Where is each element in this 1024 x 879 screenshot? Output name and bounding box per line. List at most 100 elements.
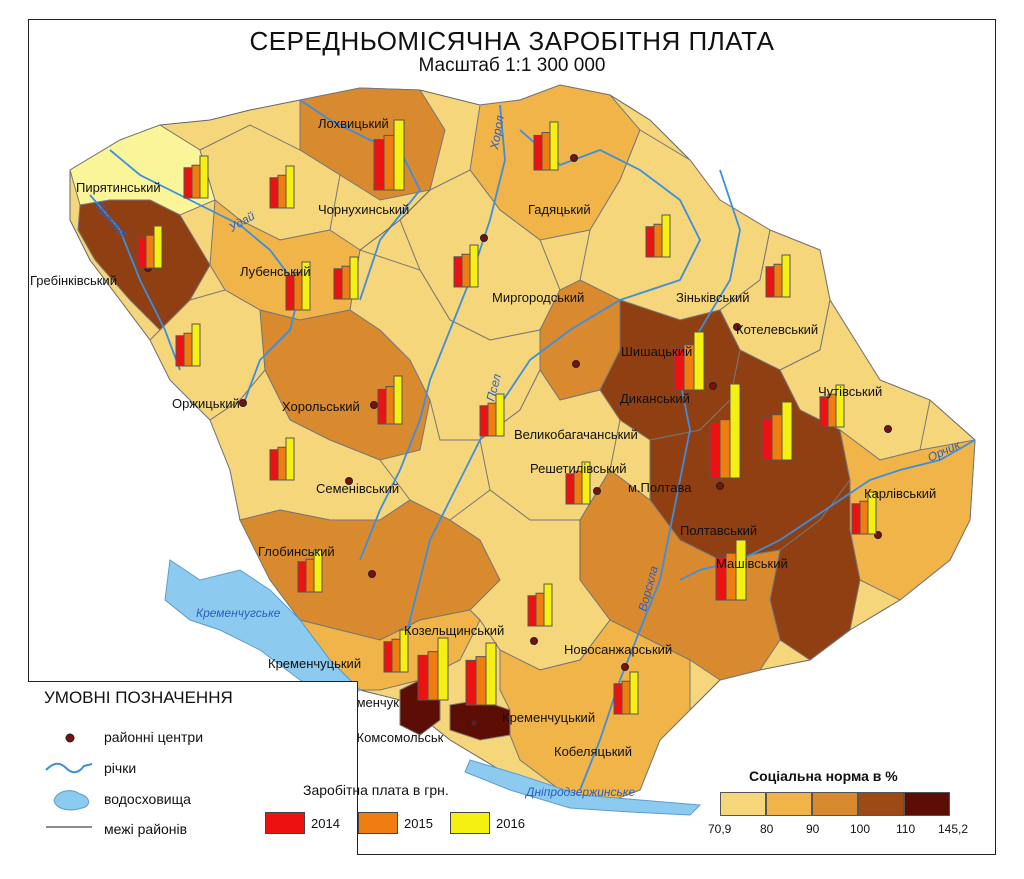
district-labels-layer: Пирятинський Лохвицький Чорнухинський Гр…	[30, 116, 936, 759]
salary-bar-2015	[145, 234, 155, 269]
label-myrhorod: Миргородський	[492, 290, 584, 305]
salary-bar-2014	[465, 659, 477, 706]
salary-bar-2016	[469, 244, 479, 288]
map-title: СЕРЕДНЬОМІСЯЧНА ЗАРОБІТНЯ ПЛАТА	[249, 26, 775, 56]
river-udai	[109, 149, 301, 401]
label-velbahachka: Великобагачанський	[514, 427, 638, 442]
salary-bar-group	[673, 331, 705, 391]
center-dot	[593, 487, 601, 495]
norm-swatch-4	[858, 792, 904, 816]
salary-bar-2015	[385, 386, 395, 425]
salary-bar-2015	[541, 132, 551, 171]
district-kobeliaky	[499, 619, 691, 806]
label-poltava-city: м.Полтава	[628, 480, 692, 495]
salary-bar-2015	[573, 470, 583, 505]
salary-bar-2014	[527, 595, 537, 627]
legend-reservoirs: водосховища	[104, 791, 191, 807]
salary-bar-group	[269, 437, 295, 481]
river-icon	[45, 762, 93, 774]
salary-bar-2014	[269, 449, 279, 481]
label-karlivka: Карлівський	[864, 486, 936, 501]
center-dot	[239, 399, 247, 407]
label-poltava-raion: Полтавський	[680, 523, 757, 538]
salary-bar-2014	[709, 422, 721, 479]
river-psel	[399, 129, 702, 661]
label-kozelshchyna: Козельщинський	[404, 623, 504, 638]
salary-bar-2016	[661, 214, 671, 258]
center-dot	[570, 154, 578, 162]
label-chornukhy: Чорнухинський	[318, 202, 409, 217]
center-dot	[572, 360, 580, 368]
salary-bar-group	[297, 549, 323, 593]
salary-bar-group	[765, 254, 791, 298]
salary-bar-group	[533, 121, 559, 171]
salary-bar-group	[819, 384, 845, 428]
salary-bar-2014	[269, 177, 279, 209]
salary-bar-2015	[427, 651, 439, 701]
label-komsomolsk: м.Комсомольськ	[344, 730, 444, 745]
salary-bar-2015	[535, 592, 545, 627]
salary-bar-2016	[735, 539, 747, 601]
legend-centers: районні центри	[104, 729, 204, 745]
salary-legend-title: Заробітна плата в грн.	[303, 782, 449, 798]
salary-bar-2016	[581, 461, 591, 505]
label-reservoir-dniprodzerzhynsk: Дніпродзержинське	[524, 785, 635, 799]
label-kobeliaky: Кобеляцький	[554, 744, 632, 759]
salary-bar-2016	[729, 383, 741, 479]
center-dot	[480, 234, 488, 242]
salary-bar-2014	[533, 134, 543, 171]
label-zinkiv: Зіньківський	[676, 290, 750, 305]
salary-bar-2016	[485, 642, 497, 706]
label-reshetylivka: Решетилівський	[530, 461, 627, 476]
salary-bar-2016	[835, 384, 845, 428]
river-orzhytsia	[89, 194, 181, 371]
salary-bar-2014	[183, 167, 193, 199]
norm-break-4: 100	[850, 822, 871, 836]
salary-bar-2016	[199, 155, 209, 199]
salary-bar-2014	[285, 274, 295, 311]
salary-bar-2014	[377, 388, 387, 425]
salary-bar-group	[383, 629, 409, 673]
salary-bar-2016	[301, 261, 311, 311]
salary-bar-group	[183, 155, 209, 199]
norm-break-6: 145,2	[938, 822, 969, 836]
salary-bar-2015	[773, 263, 783, 298]
label-mashivka: Машівський	[716, 556, 788, 571]
salary-bar-group	[373, 119, 405, 191]
salary-bar-2016	[437, 637, 449, 701]
swatch-2015-label: 2015	[404, 816, 433, 831]
norm-swatch-2	[766, 792, 812, 816]
label-lubny: Лубенський	[240, 264, 311, 279]
norm-swatch-3	[812, 792, 858, 816]
center-dot	[621, 663, 629, 671]
salary-bar-2016	[153, 225, 163, 269]
river-vorskla	[579, 169, 741, 791]
salary-bar-2015	[719, 419, 731, 479]
salary-bar-2014	[565, 473, 575, 505]
salary-bar-2014	[479, 405, 489, 437]
salary-bar-2014	[613, 683, 623, 715]
salary-bar-2016	[393, 119, 405, 191]
salary-bar-2015	[305, 558, 315, 593]
salary-bar-group	[285, 261, 311, 311]
salary-bar-2016	[191, 323, 201, 367]
salary-bar-2016	[693, 331, 705, 391]
salary-bar-2015	[621, 680, 631, 715]
label-hrebinka: Гребінківський	[30, 273, 117, 288]
salary-bar-2014	[819, 396, 829, 428]
salary-bar-group	[613, 671, 639, 715]
salary-bar-2014	[333, 268, 343, 300]
center-dot	[345, 477, 353, 485]
salary-bar-2016	[549, 121, 559, 171]
swatch-2016-label: 2016	[496, 816, 525, 831]
legend-borders: межі районів	[104, 821, 188, 837]
salary-bar-2014	[645, 226, 655, 258]
label-shyshaky: Шишацький	[621, 344, 692, 359]
river-khorol	[359, 104, 506, 561]
label-river-khorol: Хорол	[487, 114, 507, 151]
center-dot-icon	[65, 733, 75, 743]
map-scale: Масштаб 1:1 300 000	[418, 55, 606, 76]
salary-bar-group	[137, 225, 163, 269]
label-lokhvytsia: Лохвицький	[318, 116, 389, 131]
label-dykanka: Диканський	[620, 391, 690, 406]
